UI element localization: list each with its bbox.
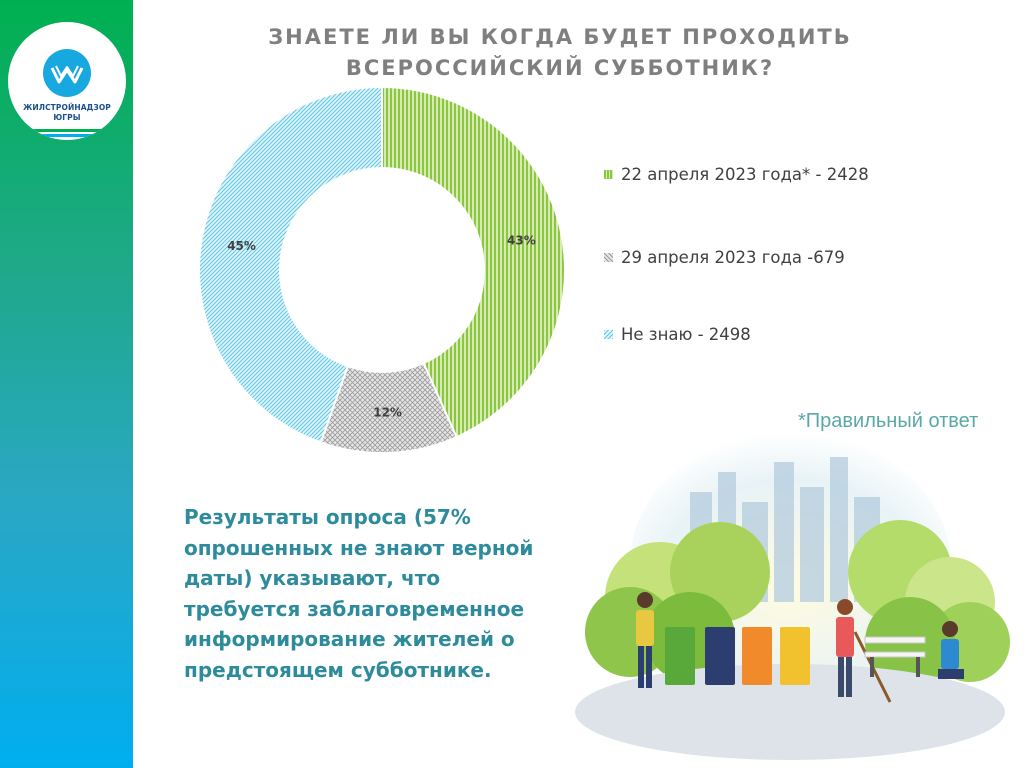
slice-percent-label: 45% xyxy=(227,239,256,253)
conclusion-line: опрошенных не знают верной xyxy=(184,535,534,560)
legend-label: 22 апреля 2023 года* - 2428 xyxy=(621,165,869,184)
conclusion-line: требуется заблаговременное xyxy=(184,596,525,621)
slice-percent-label: 43% xyxy=(507,233,536,247)
title-line-2: ВСЕРОССИЙСКИЙ СУББОТНИК? xyxy=(345,56,775,80)
logo[interactable]: ЖИЛСТРОЙНАДЗОР ЮГРЫ xyxy=(8,22,126,140)
sidebar-gradient: ЖИЛСТРОЙНАДЗОР ЮГРЫ xyxy=(0,0,133,768)
conclusion-line: Результаты опроса (57% xyxy=(184,505,471,529)
correct-answer-footnote: *Правильный ответ xyxy=(798,410,979,432)
title-line-1: ЗНАЕТЕ ЛИ ВЫ КОГДА БУДЕТ ПРОХОДИТЬ xyxy=(268,25,852,49)
person-painting-icon xyxy=(938,621,964,679)
legend-swatch-green xyxy=(604,170,613,179)
ground xyxy=(575,664,1005,760)
donut-chart: 43% 12% 45% xyxy=(198,85,566,454)
conclusion-text: Результаты опроса (57% опрошенных не зна… xyxy=(184,502,564,685)
logo-blue-bar xyxy=(24,134,110,137)
legend-swatch-blue xyxy=(604,330,613,339)
conclusion-line: предстоящем субботнике. xyxy=(184,657,492,682)
logo-text: ЖИЛСТРОЙНАДЗОР xyxy=(23,103,111,112)
slice-april-22[interactable] xyxy=(381,85,566,439)
conclusion-line: даты) указывают, что xyxy=(184,566,441,590)
cleanup-illustration xyxy=(575,432,1010,760)
conclusion-line: информирование жителей о xyxy=(184,627,515,651)
person-with-trash-icon xyxy=(636,592,654,688)
bench-icon xyxy=(864,636,926,677)
logo-emblem-icon xyxy=(43,49,91,97)
logo-green-bar xyxy=(24,129,110,132)
legend-label: Не знаю - 2498 xyxy=(621,325,751,344)
legend-label: 29 апреля 2023 года -679 xyxy=(621,248,845,267)
slice-percent-label: 12% xyxy=(373,405,402,419)
legend-item-april-22: 22 апреля 2023 года* - 2428 xyxy=(604,165,869,184)
legend-item-april-29: 29 апреля 2023 года -679 xyxy=(604,248,845,267)
recycling-bins-icon xyxy=(665,627,810,685)
page-title: ЗНАЕТЕ ЛИ ВЫ КОГДА БУДЕТ ПРОХОДИТЬ ВСЕРО… xyxy=(220,22,900,84)
legend-swatch-gray xyxy=(604,253,613,262)
logo-subtext: ЮГРЫ xyxy=(53,113,81,122)
legend-item-dont-know: Не знаю - 2498 xyxy=(604,325,751,344)
slice-dont-know[interactable] xyxy=(198,85,383,444)
